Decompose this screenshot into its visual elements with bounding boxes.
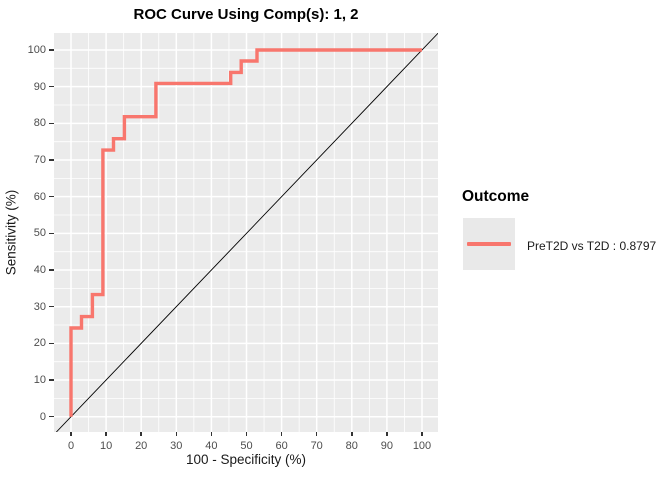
y-tick-label: 70 xyxy=(33,154,46,166)
y-tick-mark xyxy=(49,232,54,235)
y-tick-label: 30 xyxy=(33,300,46,313)
y-tick-mark xyxy=(49,49,54,51)
plot-panel xyxy=(54,33,438,432)
x-tick-mark xyxy=(175,432,178,436)
x-tick-mark xyxy=(351,432,353,436)
x-tick-mark xyxy=(280,432,283,436)
x-tick-mark xyxy=(421,432,423,436)
y-tick-label: 10 xyxy=(33,374,46,386)
x-tick-mark xyxy=(386,432,388,436)
y-tick-label: 0 xyxy=(39,410,46,423)
x-tick-mark xyxy=(245,432,248,436)
legend-key xyxy=(463,218,515,270)
reference-diagonal-line xyxy=(56,33,438,432)
x-tick-label: 40 xyxy=(205,440,218,452)
y-tick-mark xyxy=(49,415,54,418)
y-tick-label: 20 xyxy=(33,337,46,350)
x-tick-label: 60 xyxy=(275,440,288,452)
x-tick-label: 70 xyxy=(310,440,323,452)
x-tick-label: 100 xyxy=(412,440,432,452)
y-tick-label: 100 xyxy=(27,44,46,56)
legend-title: Outcome xyxy=(462,188,530,205)
y-tick-mark xyxy=(49,195,54,198)
x-tick-label: 50 xyxy=(240,440,253,452)
x-tick-label: 80 xyxy=(345,440,358,452)
x-tick-label: 0 xyxy=(67,440,75,452)
x-tick-mark xyxy=(315,432,318,436)
roc-curve-line xyxy=(69,48,422,417)
x-tick-mark xyxy=(140,432,142,436)
legend-key-line-sample xyxy=(467,242,511,246)
plot-title: ROC Curve Using Comp(s): 1, 2 xyxy=(133,6,359,23)
y-tick-mark xyxy=(49,269,54,271)
y-tick-mark xyxy=(49,122,54,125)
y-tick-mark xyxy=(49,85,54,88)
x-tick-label: 20 xyxy=(135,440,148,452)
y-tick-mark xyxy=(49,159,54,161)
y-tick-label: 40 xyxy=(33,264,46,276)
y-tick-mark xyxy=(49,379,54,381)
y-tick-label: 80 xyxy=(33,117,46,130)
x-tick-label: 90 xyxy=(380,440,394,452)
x-tick-mark xyxy=(105,432,107,436)
y-tick-label: 90 xyxy=(33,80,46,93)
y-tick-label: 50 xyxy=(33,227,46,240)
y-tick-label: 60 xyxy=(33,190,46,203)
y-tick-mark xyxy=(49,342,54,345)
x-tick-label: 30 xyxy=(170,440,183,452)
legend-entry-label: PreT2D vs T2D : 0.8797 xyxy=(527,239,657,253)
x-tick-mark xyxy=(70,432,72,436)
x-axis-title: 100 - Specificity (%) xyxy=(185,452,307,467)
y-tick-mark xyxy=(49,305,54,308)
x-tick-mark xyxy=(210,432,213,436)
x-tick-label: 10 xyxy=(99,440,113,452)
